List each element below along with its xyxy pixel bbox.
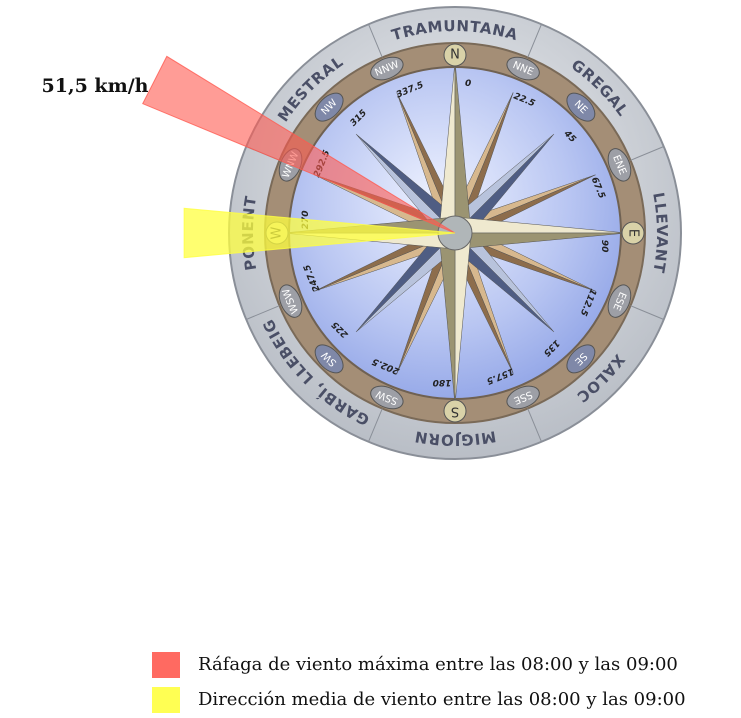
direction-abbr: N xyxy=(450,48,460,63)
gust-label: 51,5 km/h xyxy=(42,75,149,97)
direction-badge: SE xyxy=(566,344,596,374)
legend-swatch xyxy=(152,687,180,713)
direction-badge: NW xyxy=(314,92,344,122)
badge-shape xyxy=(607,148,632,182)
wind-wedge xyxy=(183,207,456,259)
badge-shape xyxy=(370,56,404,81)
band-divider xyxy=(246,305,280,320)
direction-badge: SSE xyxy=(506,385,540,410)
band-divider xyxy=(630,146,664,161)
legend-swatch xyxy=(152,652,180,678)
direction-badge: S xyxy=(443,399,467,423)
direction-badge: WSW xyxy=(278,284,303,318)
legend-label: Dirección media de viento entre las 08:0… xyxy=(198,689,686,710)
badge-shape xyxy=(443,399,467,423)
wind-name: LLEVANT xyxy=(650,191,672,275)
direction-abbr: E xyxy=(626,229,641,237)
direction-badge: ESE xyxy=(607,284,632,318)
degree-label: 180 xyxy=(433,377,452,387)
degree-label: 90 xyxy=(599,240,609,253)
badge-shape xyxy=(314,344,344,374)
direction-badge: N xyxy=(443,43,467,67)
direction-badge: ENE xyxy=(607,148,632,182)
band-divider xyxy=(368,24,383,58)
direction-badge: SSW xyxy=(370,385,404,410)
band-divider xyxy=(368,408,383,442)
badge-shape xyxy=(443,43,467,67)
badge-shape xyxy=(621,221,645,245)
direction-badge: NNW xyxy=(370,56,404,81)
wind-wedge xyxy=(142,55,456,234)
badge-shape xyxy=(566,92,596,122)
band-divider xyxy=(630,305,664,320)
band-divider xyxy=(527,408,542,442)
badge-shape xyxy=(506,56,540,81)
badge-shape xyxy=(370,385,404,410)
wind-name-group: LLEVANT xyxy=(650,191,672,275)
direction-badge: E xyxy=(621,221,645,245)
legend-label: Ráfaga de viento máxima entre las 08:00 … xyxy=(198,654,678,675)
band-divider xyxy=(527,24,542,58)
compass-star xyxy=(282,60,628,406)
direction-abbr: S xyxy=(451,404,459,419)
direction-badge: SW xyxy=(314,344,344,374)
badge-shape xyxy=(566,344,596,374)
badge-shape xyxy=(607,284,632,318)
degree-label: 0 xyxy=(465,79,471,89)
wind-name-group: MIGJORN xyxy=(413,428,498,450)
wind-name-text: LLEVANT xyxy=(650,191,672,275)
badge-shape xyxy=(314,92,344,122)
wind-name-text: MIGJORN xyxy=(413,428,498,450)
direction-badge: NNE xyxy=(506,56,540,81)
direction-badge: NE xyxy=(566,92,596,122)
badge-shape xyxy=(506,385,540,410)
badge-shape xyxy=(278,284,303,318)
wind-name: MIGJORN xyxy=(413,428,498,450)
